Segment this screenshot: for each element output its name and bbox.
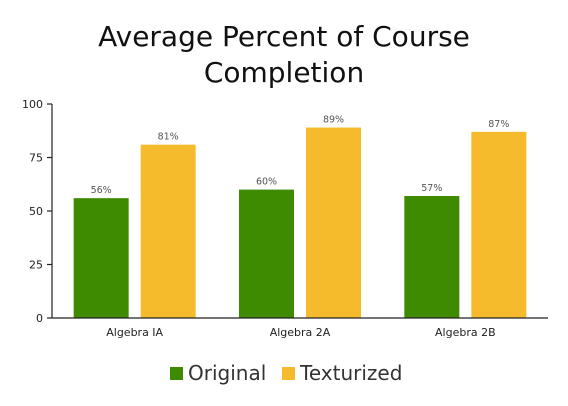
legend-item-texturized: Texturized <box>282 361 402 385</box>
category-labels: Algebra IA Algebra 2A Algebra 2B <box>106 326 495 339</box>
legend-swatch <box>170 367 183 380</box>
chart-title-line-2: Completion <box>204 56 364 89</box>
legend-label: Texturized <box>299 361 402 385</box>
category-label: Algebra 2A <box>270 326 331 339</box>
data-label: 56% <box>91 185 112 196</box>
y-axis-ticks: 0 25 50 75 100 <box>22 98 52 325</box>
bar-texturized-1 <box>306 127 361 318</box>
chart-title-line-1: Average Percent of Course <box>98 20 470 53</box>
y-tick-label: 0 <box>36 312 43 325</box>
legend-swatch <box>282 367 295 380</box>
category-label: Algebra IA <box>106 326 163 339</box>
category-label: Algebra 2B <box>435 326 496 339</box>
legend-item-original: Original <box>170 361 266 385</box>
data-label: 81% <box>158 132 179 143</box>
bar-original-0 <box>73 198 129 318</box>
y-tick-label: 50 <box>29 205 43 218</box>
bar-original-2 <box>404 196 460 318</box>
bar-texturized-0 <box>140 144 196 318</box>
bar-texturized-2 <box>471 131 527 318</box>
data-label: 87% <box>488 119 509 130</box>
bars <box>73 127 527 318</box>
y-tick-label: 75 <box>29 152 43 165</box>
legend-label: Original <box>188 361 266 385</box>
y-tick-label: 25 <box>29 259 43 272</box>
legend: Original Texturized <box>170 361 402 385</box>
bar-original-1 <box>239 189 294 318</box>
y-tick-label: 100 <box>22 98 43 111</box>
data-label: 57% <box>421 183 442 194</box>
data-label: 89% <box>323 115 344 126</box>
data-label: 60% <box>256 177 277 188</box>
data-labels: 56% 81% 60% 89% 57% 87% <box>91 115 510 197</box>
